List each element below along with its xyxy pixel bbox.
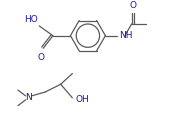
Text: HO: HO xyxy=(25,15,38,24)
Text: O: O xyxy=(38,53,45,62)
Text: OH: OH xyxy=(75,95,89,104)
Text: N: N xyxy=(25,93,32,102)
Text: O: O xyxy=(129,1,136,10)
Text: NH: NH xyxy=(119,31,132,40)
